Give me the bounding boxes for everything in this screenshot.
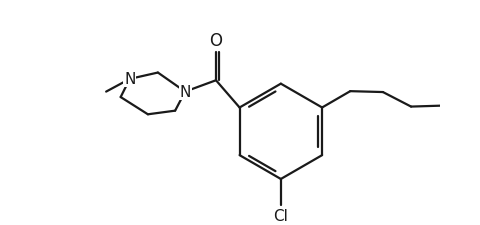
Text: N: N [180,85,191,100]
Text: O: O [209,32,222,50]
Text: Cl: Cl [274,209,288,223]
Text: N: N [124,72,135,87]
